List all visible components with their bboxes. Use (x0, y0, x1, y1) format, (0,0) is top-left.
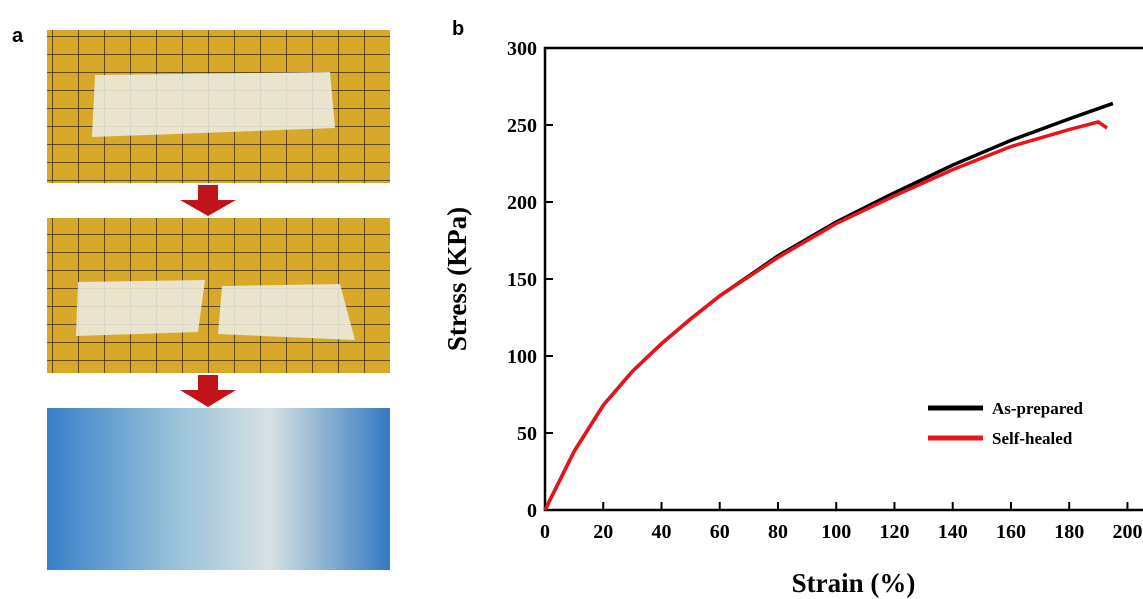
x-tick-label: 40 (651, 521, 671, 543)
legend-label: Self-healed (992, 429, 1073, 448)
panel-label: b (452, 18, 464, 40)
x-tick-label: 180 (1054, 521, 1084, 543)
y-tick-label: 0 (527, 500, 537, 522)
x-tick-label: 0 (540, 521, 550, 543)
x-tick-label: 60 (710, 521, 730, 543)
x-tick-label: 20 (593, 521, 613, 543)
legend-label: As-prepared (992, 399, 1084, 418)
x-tick-label: 200 (1112, 521, 1142, 543)
chart: 0 20 40 60 80 100 120 140 160 180 200 0 50 100 150 200 2… (442, 38, 1143, 598)
x-axis-label: Strain (%) (792, 568, 916, 598)
panel-label: a (12, 25, 24, 47)
data-line (543, 101, 1114, 511)
y-tick-label: 50 (517, 423, 537, 445)
y-tick-label: 250 (507, 115, 537, 137)
y-tick-label: 100 (507, 346, 537, 368)
x-tick-label: 100 (821, 521, 851, 543)
x-tick-label: 120 (879, 521, 909, 543)
x-tick-label: 80 (768, 521, 788, 543)
y-tick-label: 200 (507, 192, 537, 214)
x-tick-label: 140 (938, 521, 968, 543)
data-line (543, 120, 1109, 511)
photos (47, 30, 390, 570)
y-axis-label: Stress (KPa) (442, 207, 472, 351)
y-tick-label: 300 (507, 38, 537, 60)
y-tick-label: 150 (507, 269, 537, 291)
x-tick-label: 160 (996, 521, 1026, 543)
